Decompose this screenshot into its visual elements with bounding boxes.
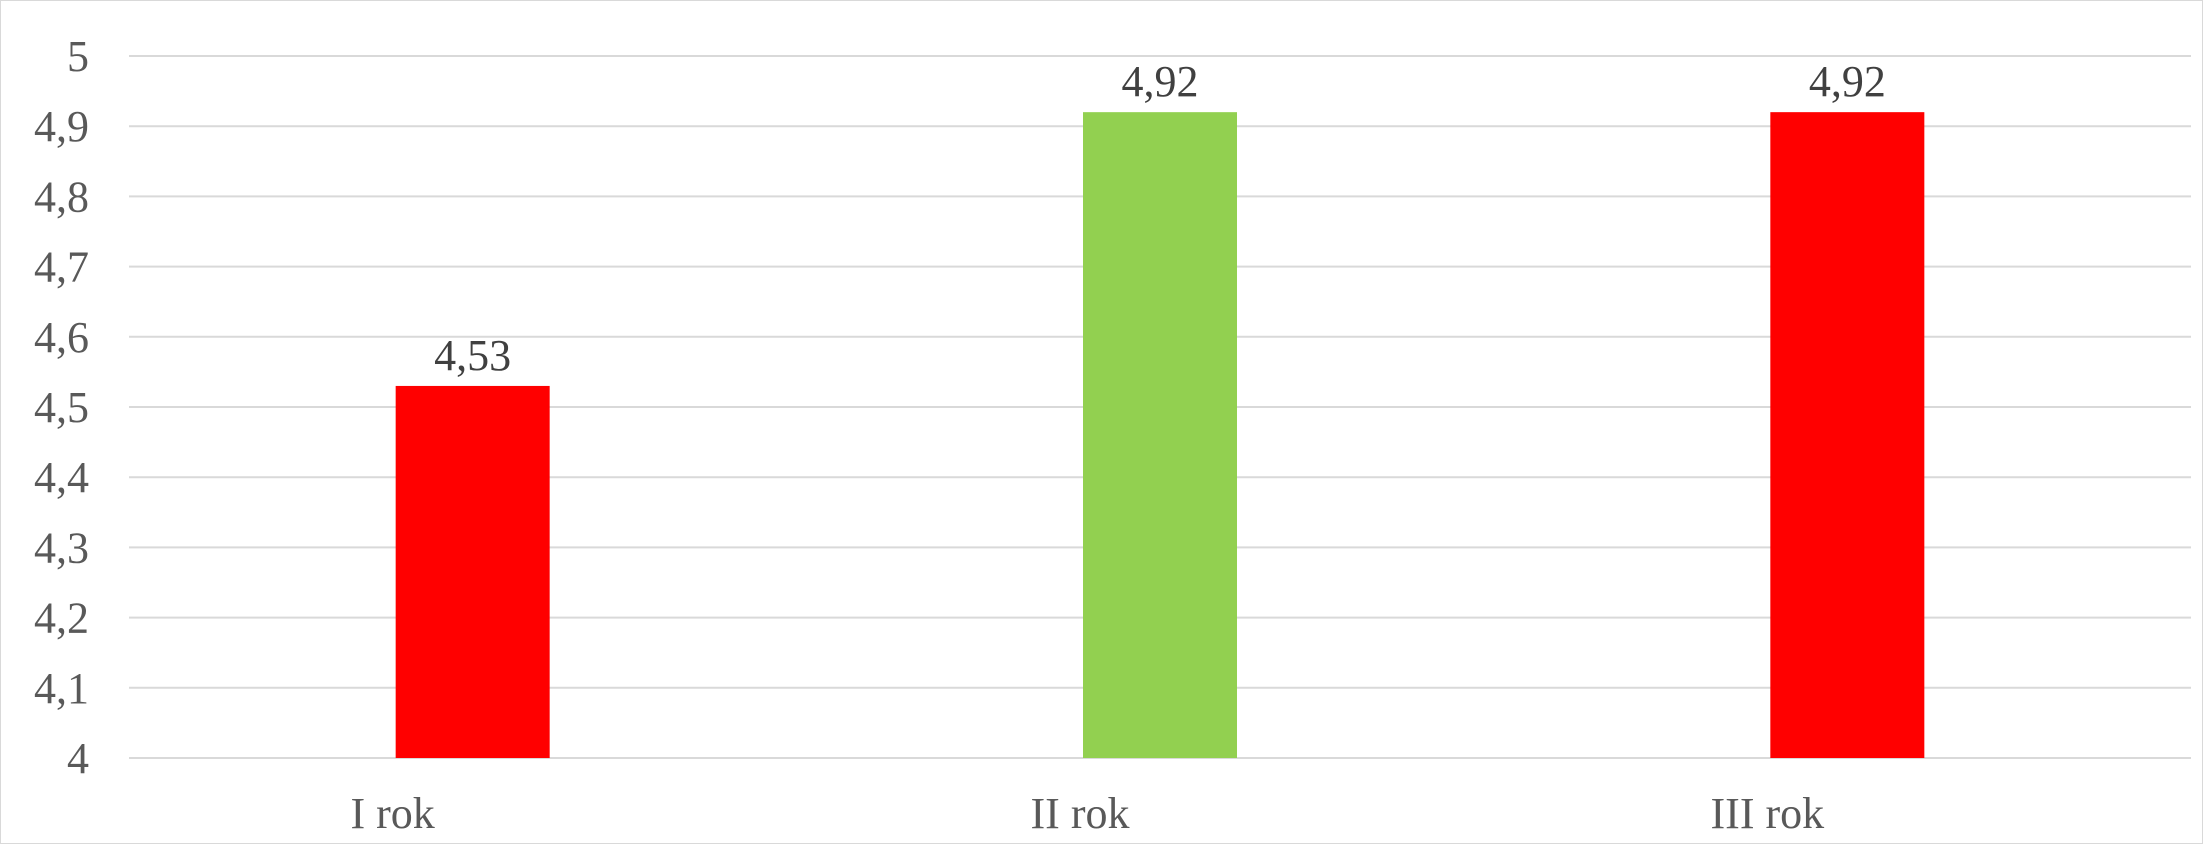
y-tick-label: 4,9	[34, 102, 89, 151]
data-label: 4,92	[1122, 57, 1199, 106]
x-category-label: I rok	[351, 789, 435, 838]
x-category-label: III rok	[1711, 789, 1825, 838]
y-tick-label: 4,7	[34, 243, 89, 292]
y-tick-label: 4,1	[34, 664, 89, 713]
y-tick-label: 4,3	[34, 523, 89, 572]
data-label: 4,53	[434, 331, 511, 380]
bar	[395, 385, 550, 758]
data-label: 4,92	[1809, 57, 1886, 106]
y-tick-label: 4,2	[34, 594, 89, 643]
y-tick-label: 4,8	[34, 172, 89, 221]
y-tick-label: 4,5	[34, 383, 89, 432]
y-tick-label: 4,6	[34, 313, 89, 362]
x-axis-category-labels: I rok II rok III rok	[351, 789, 1825, 838]
bars	[395, 112, 1925, 758]
x-category-label: II rok	[1031, 789, 1130, 838]
y-tick-label: 5	[67, 32, 89, 81]
data-labels: 4,53 4,92 4,92	[434, 57, 1886, 380]
y-tick-label: 4,4	[34, 453, 89, 502]
bar	[1083, 112, 1237, 758]
bar	[1770, 112, 1925, 758]
y-axis-tick-labels: 4 4,1 4,2 4,3 4,4 4,5 4,6 4,7 4,8 4,9 5	[34, 32, 89, 783]
y-tick-label: 4	[67, 734, 89, 783]
